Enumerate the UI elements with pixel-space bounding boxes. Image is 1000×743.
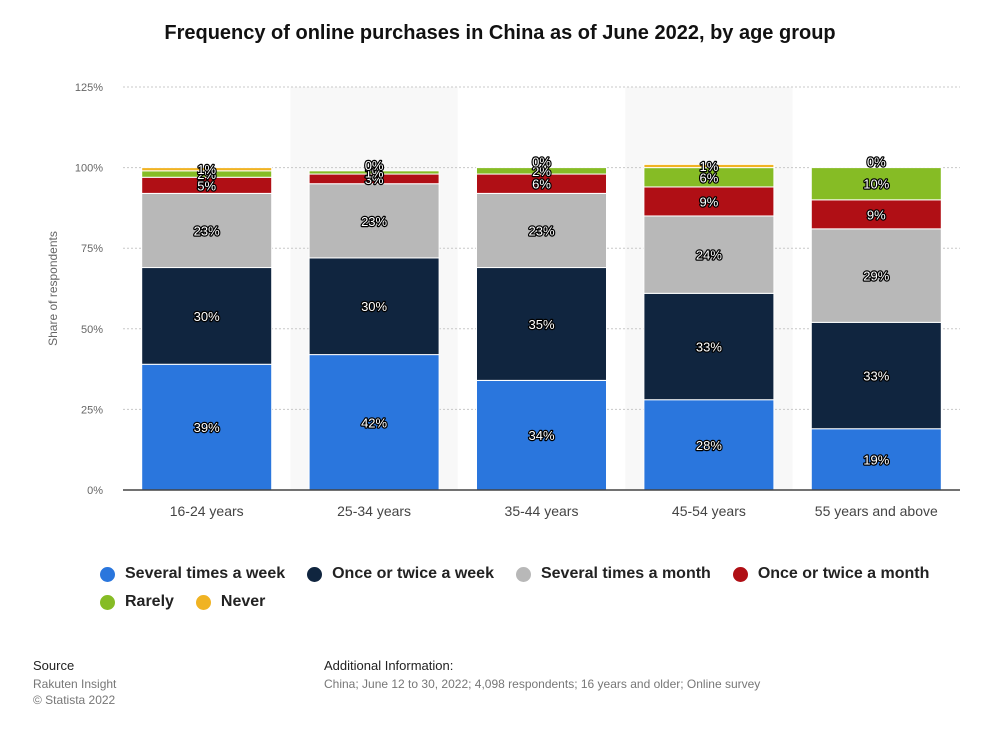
y-tick-label: 100% [75,163,103,175]
bar-segment [308,354,440,491]
data-label: 0% [867,155,886,170]
data-label: 42% [361,415,387,430]
stacked-bar-chart: 0% 25% 50% 75% 100% 125% Share of respondents 3… [46,82,960,519]
bar-segment [643,186,775,217]
legend-label: Once or twice a month [757,565,930,582]
legend-label: Once or twice a week [332,565,494,582]
legend-marker [515,566,531,582]
chart-legend: Several times a week Once or twice a week… [100,565,960,621]
data-label: 23% [361,214,387,229]
data-label: 10% [863,177,889,192]
data-label: 6% [532,177,551,192]
legend-item[interactable]: Several times a month [515,565,711,583]
legend-item[interactable]: Once or twice a week [307,565,494,583]
legend-marker [100,594,115,610]
data-label: 9% [867,207,886,222]
legend-item[interactable]: Never [195,593,266,611]
source-line-2: © Statista 2022 [33,693,116,707]
x-tick-label: 45-54 years [672,503,746,519]
bar-segment [476,379,607,491]
bar-segment [810,167,942,201]
x-tick-label: 55 years and above [815,503,938,519]
legend-item[interactable]: Rarely [100,593,174,611]
chart-title: Frequency of online purchases in China a… [164,22,836,44]
y-axis-title: Share of respondents [46,231,60,346]
data-label: 9% [700,194,719,209]
data-label: 2% [532,164,551,179]
data-label: 34% [528,428,554,443]
source-heading: Source [33,658,75,673]
y-tick-label: 125% [75,82,103,94]
legend-item[interactable]: Several times a week [100,565,285,583]
y-tick-label: 0% [87,485,103,497]
bar-segment [810,321,942,430]
data-label: 30% [361,299,387,314]
x-tick-label: 25-34 years [337,503,411,519]
source-block: Source Rakuten Insight © Statista 2022 [33,658,116,708]
y-tick-label: 50% [81,324,103,336]
data-label: 1% [700,159,719,174]
y-tick-label: 75% [81,243,103,255]
bar-segment [308,257,440,356]
bar-segment [476,167,607,175]
additional-info-text: China; June 12 to 30, 2022; 4,098 respon… [324,677,761,691]
bar-segment [643,163,775,169]
data-label: 1% [197,162,216,177]
data-label: 0% [532,155,551,170]
legend-label: Several times a week [125,565,286,582]
data-label: 23% [528,223,554,238]
legend-label: Rarely [125,593,174,610]
data-label: 28% [696,438,722,453]
x-tick-label: 16-24 years [170,503,244,519]
data-label: 3% [365,172,384,187]
legend-marker [195,594,211,610]
additional-info-block: Additional Information: China; June 12 t… [324,658,760,692]
data-label: 35% [528,317,554,332]
bar-segment [141,167,273,172]
y-tick-label: 25% [81,404,103,416]
data-label: 23% [194,223,220,238]
x-tick-label: 35-44 years [505,503,579,519]
data-label: 5% [197,178,216,193]
bar-segment [476,192,607,269]
data-label: 6% [700,170,719,185]
legend-item[interactable]: Once or twice a month [732,565,930,583]
additional-info-heading: Additional Information: [324,658,454,673]
bar-segment [308,170,440,175]
legend-marker [100,566,115,582]
data-label: 24% [696,248,722,263]
legend-marker [307,566,323,582]
legend-label: Never [220,593,266,610]
data-label: 0% [365,158,384,173]
bar-segment [810,428,942,491]
data-label: 29% [863,269,889,284]
data-label: 30% [194,309,220,324]
data-label: 19% [863,452,889,467]
data-label: 33% [863,369,889,384]
data-label: 1% [365,165,384,180]
legend-marker [732,566,748,582]
data-label: 39% [194,420,220,435]
data-label: 33% [696,340,722,355]
bar-segment [810,228,942,323]
bar-segment [810,199,942,230]
bar-segment [476,267,607,381]
source-line-1: Rakuten Insight [33,677,117,691]
legend-label: Several times a month [540,565,711,582]
bar-segment [308,183,440,259]
